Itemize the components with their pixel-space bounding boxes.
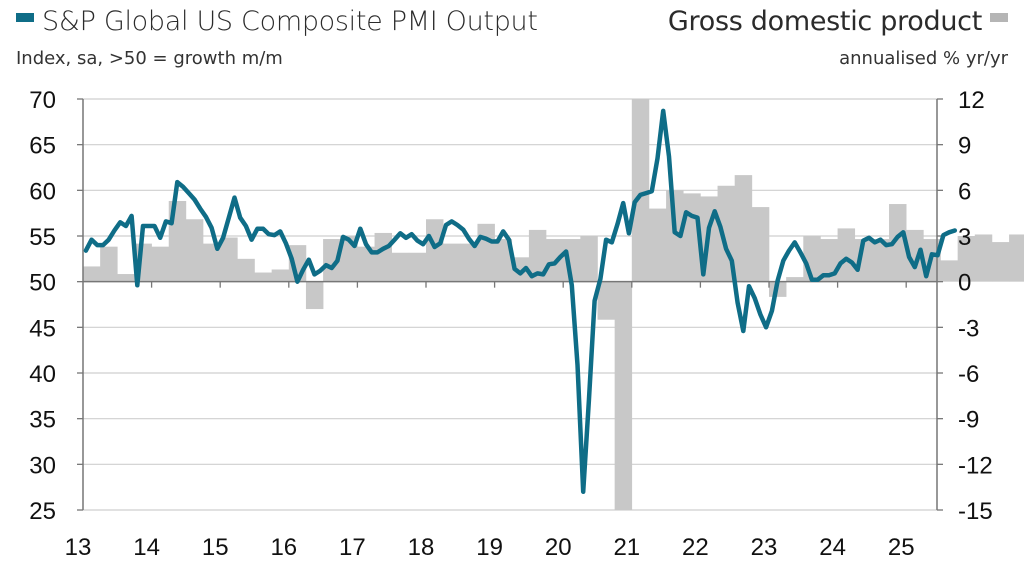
gdp-bar [957, 236, 976, 282]
x-axis-tick-label: 13 [65, 534, 92, 561]
gdp-bar [357, 246, 375, 282]
right-axis-tick-label: 3 [958, 224, 971, 251]
gdp-bar [991, 242, 1010, 282]
gdp-bar [631, 99, 650, 282]
gdp-bar [203, 243, 221, 282]
right-axis-tick-label: 12 [958, 87, 985, 114]
gdp-bar [305, 281, 324, 310]
gdp-bar [786, 277, 804, 282]
gdp-bar [837, 228, 856, 282]
left-axis-subtitle: Index, sa, >50 = growth m/m [16, 48, 283, 69]
x-axis-tick-label: 18 [408, 534, 435, 561]
left-axis-tick-label: 30 [29, 452, 56, 479]
right-axis-tick-label: -6 [958, 361, 979, 388]
gdp-bar [871, 239, 890, 282]
gdp-bar [494, 239, 513, 282]
gdp-bar [734, 175, 753, 282]
gdp-bar [511, 257, 530, 282]
gdp-bar [151, 246, 170, 282]
gdp-bar [254, 272, 272, 282]
gdp-bar [597, 281, 615, 320]
gdp-bar [185, 219, 204, 282]
x-axis-tick-label: 21 [613, 534, 640, 561]
axes [77, 98, 943, 511]
gdp-bar [271, 269, 290, 282]
gdp-bar [974, 234, 993, 282]
right-axis-tick-label: 0 [958, 270, 971, 297]
gdp-bar [443, 243, 461, 282]
gdp-bar [889, 204, 907, 282]
gdp-bar [1009, 234, 1024, 282]
right-axis-subtitle: annualised % yr/yr [839, 48, 1008, 69]
gdp-bar [83, 266, 101, 282]
left-axis-tick-label: 70 [29, 87, 56, 114]
gdp-bar [426, 219, 444, 282]
x-axis-tick-label: 16 [270, 534, 297, 561]
x-axis-tick-label: 20 [545, 534, 572, 561]
gdp-bar [528, 229, 547, 282]
gdp-bar [374, 232, 392, 282]
x-axis-tick-label: 25 [888, 534, 915, 561]
gdp-bar [580, 236, 598, 282]
tick-labels: 70656055504540353025129630-3-6-9-12-1513… [29, 87, 992, 561]
left-axis-tick-label: 45 [29, 315, 56, 342]
x-axis-tick-label: 19 [476, 534, 503, 561]
gdp-legend-label: Gross domestic product [667, 6, 982, 37]
x-axis-tick-label: 23 [751, 534, 778, 561]
left-axis-tick-label: 55 [29, 224, 56, 251]
pmi-legend-swatch [16, 13, 34, 22]
gdp-bar [477, 223, 495, 282]
gdp-bar [751, 207, 770, 282]
gdp-bar [408, 252, 427, 282]
legend-gdp: Gross domestic product [668, 6, 1008, 37]
x-axis-tick-label: 24 [819, 534, 846, 561]
pmi-legend-label: S&P Global US Composite PMI Output [42, 6, 538, 37]
right-axis-tick-label: 9 [958, 133, 971, 160]
gdp-bar [648, 208, 667, 282]
left-axis-tick-label: 65 [29, 133, 56, 160]
x-axis-tick-label: 22 [682, 534, 709, 561]
gdp-bar [237, 258, 255, 282]
right-axis-tick-label: -3 [958, 315, 979, 342]
right-axis-tick-label: -15 [958, 498, 993, 525]
gdp-bar [100, 246, 118, 282]
gdp-bar [906, 229, 924, 282]
x-axis-tick-label: 17 [339, 534, 366, 561]
gdp-bar [391, 252, 410, 282]
right-axis-tick-label: -9 [958, 407, 979, 434]
pmi-line-group [83, 108, 958, 494]
left-axis-tick-label: 50 [29, 270, 56, 297]
gdp-bars [83, 99, 1024, 510]
gdp-bar [323, 239, 341, 282]
x-axis-tick-label: 14 [133, 534, 160, 561]
right-axis-tick-label: 6 [958, 178, 971, 205]
pmi-line [83, 108, 958, 494]
gdp-bar [940, 260, 958, 282]
gridlines [83, 98, 937, 511]
gdp-bar [666, 190, 684, 282]
left-axis-tick-label: 35 [29, 407, 56, 434]
gdp-bar [460, 243, 478, 282]
left-axis-tick-label: 60 [29, 178, 56, 205]
right-axis-tick-label: -12 [958, 452, 993, 479]
gdp-bar [614, 281, 633, 510]
x-axis-tick-label: 15 [202, 534, 229, 561]
left-axis-tick-label: 25 [29, 498, 56, 525]
legend-pmi: S&P Global US Composite PMI Output [16, 6, 538, 37]
left-axis-tick-label: 40 [29, 361, 56, 388]
gdp-bar [117, 274, 135, 282]
gdp-bar [220, 237, 238, 282]
gdp-legend-swatch [990, 13, 1008, 22]
